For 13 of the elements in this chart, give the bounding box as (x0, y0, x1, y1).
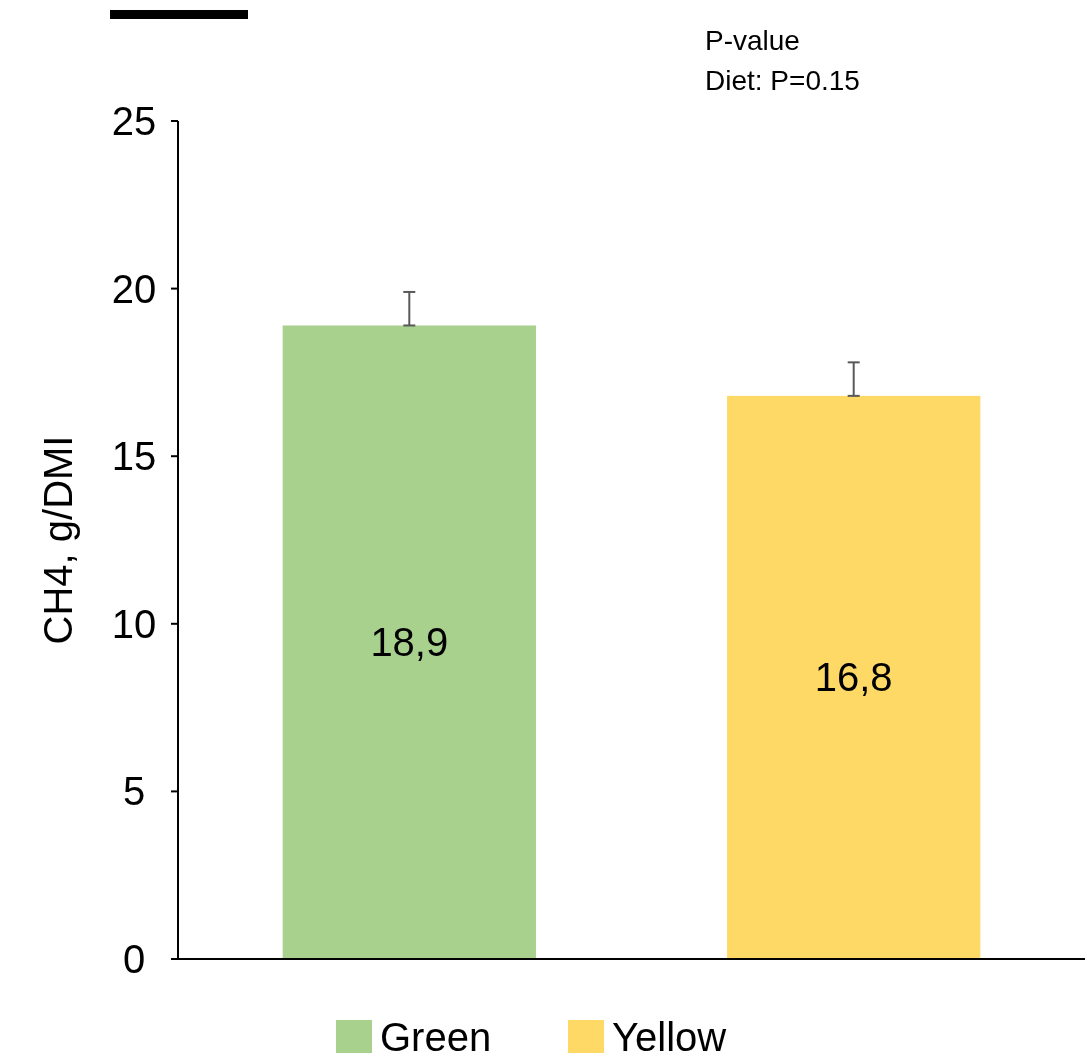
y-tick-label: 0 (122, 937, 146, 981)
y-tick-label: 20 (111, 266, 157, 311)
data-label: 18,9 (370, 620, 449, 665)
y-tick-label: 25 (111, 99, 157, 143)
text: Diet: P=0.15 (705, 65, 860, 96)
y-tick-label: 15 (111, 434, 157, 479)
text: P-value (705, 25, 800, 56)
y-axis-title: CH4, g/DMI (36, 435, 80, 645)
y-tick-label: 5 (122, 769, 146, 814)
y-tick-label: 10 (111, 601, 157, 646)
data-label: 16,8 (814, 655, 893, 700)
legend-label: Yellow (612, 1015, 727, 1059)
legend-label: Green (380, 1015, 492, 1059)
